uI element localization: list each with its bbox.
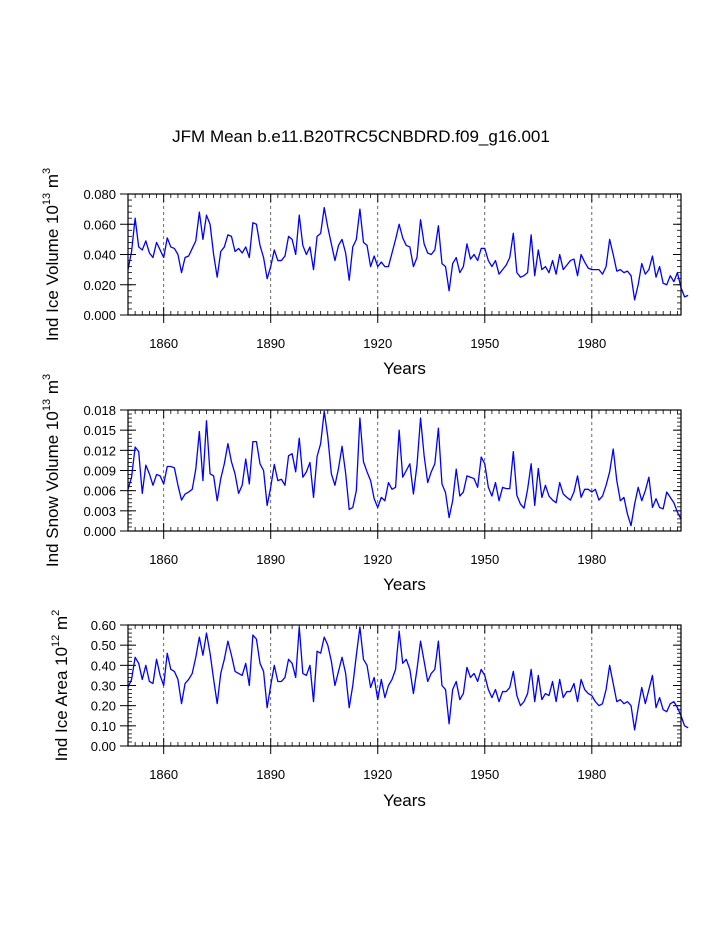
- y-axis-title-unit: m: [43, 380, 62, 399]
- x-tick-label: 1890: [256, 336, 285, 351]
- x-tick-label: 1920: [363, 767, 392, 782]
- x-tick-label: 1860: [149, 336, 178, 351]
- x-tick-label: 1890: [256, 552, 285, 567]
- x-tick-label: 1920: [363, 336, 392, 351]
- series-line: [127, 206, 689, 301]
- x-tick-label: 1890: [256, 767, 285, 782]
- y-tick-label: 0.10: [91, 719, 116, 734]
- panel-2: 1860 1890 1920 1950 1980 0.000 0.003 0.006 0.009…: [41, 374, 682, 594]
- y-tick-label: 0.000: [83, 524, 116, 539]
- y-tick-label: 0.30: [91, 679, 116, 694]
- x-tick-label: 1860: [149, 552, 178, 567]
- y-tick-label: 0.018: [83, 403, 116, 418]
- y-axis-title-exponent: 12: [50, 635, 62, 647]
- y-axis-title: Ind Snow Volume 1013 m3: [41, 374, 62, 567]
- y-axis-title-base: Ind Snow Volume 10: [43, 411, 62, 567]
- series-line: [127, 626, 689, 731]
- x-axis-title: Years: [383, 791, 426, 810]
- y-axis-title-unit: m: [52, 616, 71, 635]
- y-tick-label: 0.009: [83, 464, 116, 479]
- y-tick-label: 0.080: [83, 187, 116, 202]
- panel-1: 1860 1890 1920 1950 1980 0.000 0.020 0.040 0.060…: [41, 168, 689, 378]
- x-tick-label: 1980: [577, 552, 606, 567]
- y-axis-title-unit-exponent: 3: [41, 168, 53, 174]
- plot-frame: [127, 409, 682, 532]
- y-tick-label: 0.020: [83, 278, 116, 293]
- y-axis-title-exponent: 13: [41, 399, 53, 411]
- y-tick-label: 0.00: [91, 739, 116, 754]
- y-axis-title-base: Ind Ice Volume 10: [43, 205, 62, 341]
- x-tick-label: 1980: [577, 767, 606, 782]
- y-tick-label: 0.003: [83, 504, 116, 519]
- plot-frame: [127, 193, 682, 316]
- y-tick-label: 0.60: [91, 618, 116, 633]
- y-tick-label: 0.040: [83, 248, 116, 263]
- x-tick-label: 1920: [363, 552, 392, 567]
- y-tick-label: 0.060: [83, 217, 116, 232]
- y-tick-label: 0.006: [83, 484, 116, 499]
- y-axis-title: Ind Ice Volume 1013 m3: [41, 168, 62, 341]
- y-axis-title: Ind Ice Area 1012 m2: [50, 610, 71, 762]
- panel-3: 1860 1890 1920 1950 1980 0.00 0.10 0.20 0.30 0.40…: [50, 610, 689, 810]
- y-tick-label: 0.40: [91, 658, 116, 673]
- y-tick-label: 0.012: [83, 443, 116, 458]
- y-tick-label: 0.000: [83, 308, 116, 323]
- y-axis-title-unit-exponent: 2: [50, 610, 62, 616]
- x-axis-title: Years: [383, 575, 426, 594]
- x-tick-label: 1860: [149, 767, 178, 782]
- y-axis-title-base: Ind Ice Area 10: [52, 647, 71, 761]
- y-tick-label: 0.20: [91, 699, 116, 714]
- x-axis-title: Years: [383, 359, 426, 378]
- y-tick-label: 0.015: [83, 423, 116, 438]
- x-tick-label: 1950: [470, 336, 499, 351]
- x-tick-label: 1950: [470, 552, 499, 567]
- figure-title: JFM Mean b.e11.B20TRC5CNBDRD.f09_g16.001: [172, 127, 550, 146]
- y-tick-label: 0.50: [91, 638, 116, 653]
- panels-group: 1860 1890 1920 1950 1980 0.000 0.020 0.040 0.060…: [41, 168, 689, 810]
- y-axis-title-exponent: 13: [41, 193, 53, 205]
- y-axis-title-unit-exponent: 3: [41, 374, 53, 380]
- series-line: [127, 410, 682, 527]
- y-axis-title-unit: m: [43, 174, 62, 193]
- x-tick-label: 1980: [577, 336, 606, 351]
- plot-frame: [127, 624, 682, 747]
- x-tick-label: 1950: [470, 767, 499, 782]
